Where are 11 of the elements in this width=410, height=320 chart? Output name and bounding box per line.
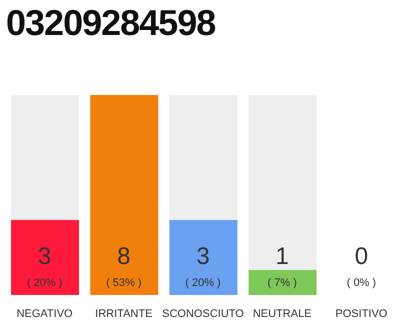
- x-tick-label: POSITIVO: [335, 308, 388, 320]
- data-label: 0 ( 0% ): [346, 243, 376, 289]
- chart-title: 03209284598: [6, 2, 216, 44]
- data-label: 8 ( 53% ): [106, 243, 142, 289]
- x-tick-label: IRRITANTE: [95, 308, 152, 320]
- data-label: 3 ( 20% ): [26, 243, 62, 289]
- x-tick-label: NEUTRALE: [252, 308, 312, 320]
- data-label: 1 ( 7% ): [268, 243, 297, 289]
- x-tick-label: SCONOSCIUTO: [162, 308, 244, 320]
- x-tick-label: NEGATIVO: [16, 308, 74, 320]
- data-label: 3 ( 20% ): [185, 243, 221, 289]
